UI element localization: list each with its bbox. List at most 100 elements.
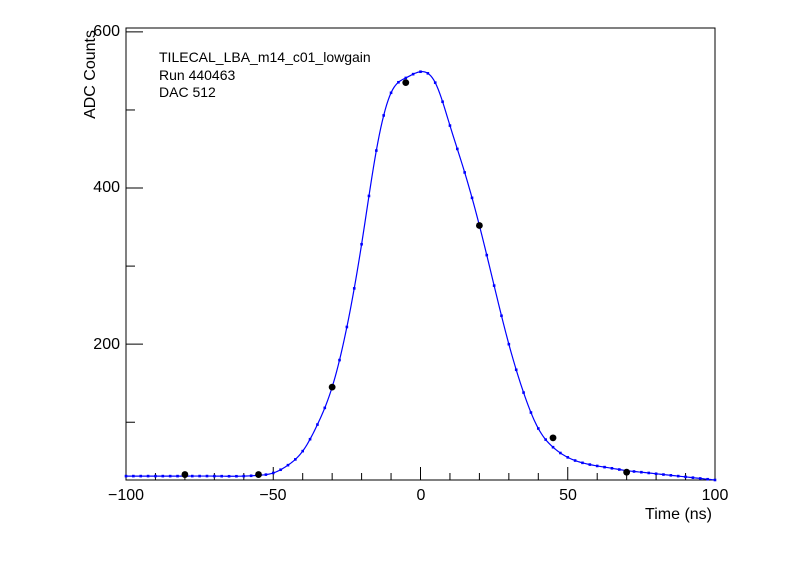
fit-curve-marker: [227, 474, 231, 478]
fit-curve-marker: [264, 473, 268, 476]
histogram-name-label: TILECAL_LBA_m14_c01_lowgain: [159, 49, 371, 65]
fit-curve-marker: [190, 474, 194, 478]
fit-curve-marker: [500, 314, 503, 318]
sample-point: [328, 383, 336, 391]
fit-curve-marker: [375, 149, 378, 152]
fit-curve-marker: [198, 474, 201, 478]
fit-curve-marker: [168, 474, 172, 478]
fit-curve-marker: [139, 474, 143, 478]
x-tick-label: −50: [259, 487, 286, 504]
fit-curve-marker: [389, 91, 393, 95]
fit-curve-marker: [220, 474, 224, 478]
fit-curve-marker: [419, 70, 422, 74]
fit-curve-marker: [713, 478, 717, 482]
fit-curve-marker: [441, 100, 444, 104]
fit-curve-marker: [647, 471, 651, 475]
fit-curve-marker: [492, 284, 496, 287]
fit-curve-marker: [662, 473, 665, 476]
fit-curve-marker: [154, 474, 157, 478]
fit-curve-marker: [404, 76, 408, 80]
fit-curve-marker: [249, 474, 253, 478]
fit-curve-marker: [205, 474, 209, 478]
y-tick-label: 400: [93, 179, 120, 196]
x-axis-title: Time (ns): [645, 506, 712, 523]
fit-curve-marker: [470, 196, 474, 200]
fit-curve-marker: [242, 474, 246, 478]
sample-point: [549, 434, 557, 442]
fit-curve-marker: [581, 461, 584, 465]
sample-point: [476, 222, 483, 229]
fit-curve-marker: [433, 81, 437, 84]
fit-curve-marker: [588, 463, 592, 466]
fit-curve-marker: [397, 80, 400, 84]
series-layer: [124, 70, 717, 482]
fit-curve-marker: [294, 458, 297, 461]
fit-curve-marker: [654, 472, 658, 476]
fit-curve-marker: [529, 411, 533, 414]
fit-curve-marker: [338, 358, 341, 362]
fit-curve-marker: [323, 406, 327, 410]
fit-curve-marker: [559, 451, 562, 455]
fit-curve-marker: [367, 194, 371, 198]
fit-curve-marker: [301, 449, 304, 453]
x-tick-label: 50: [559, 487, 577, 504]
fit-curve-marker: [279, 468, 282, 472]
y-tick-label: 600: [93, 23, 120, 40]
fit-curve-marker: [316, 423, 319, 426]
sample-point: [623, 468, 631, 476]
fit-curve-marker: [573, 459, 577, 462]
fit-curve-marker: [352, 287, 356, 290]
fit-curve-marker: [308, 437, 312, 441]
fit-curve-marker: [544, 438, 547, 441]
fit-curve-marker: [213, 474, 216, 478]
y-tick-label: 200: [93, 336, 120, 353]
fit-curve-marker: [176, 474, 179, 478]
fit-curve-line: [126, 71, 716, 481]
fit-curve-marker: [514, 368, 518, 372]
fit-curve-marker: [691, 476, 695, 479]
fit-curve-marker: [537, 427, 540, 430]
fit-curve-marker: [146, 474, 150, 478]
fit-curve-marker: [448, 124, 452, 127]
fit-curve-marker: [617, 468, 621, 471]
fit-curve-marker: [640, 470, 643, 474]
fit-curve-marker: [132, 474, 135, 478]
fit-curve-marker: [551, 445, 555, 449]
fit-curve-marker: [698, 477, 702, 480]
fit-curve-marker: [706, 477, 709, 481]
fit-curve-marker: [632, 470, 636, 473]
fit-curve-marker: [522, 391, 525, 394]
x-tick-label: 100: [702, 487, 729, 504]
tick-labels: −100 −50 0 50 100 200 400 600: [93, 23, 728, 504]
fit-curve-marker: [286, 463, 290, 467]
fit-curve-marker: [271, 471, 275, 475]
fit-curve-marker: [669, 474, 673, 477]
fit-curve-marker: [360, 242, 363, 246]
fit-curve-marker: [235, 474, 238, 478]
dac-value-label: DAC 512: [159, 84, 216, 100]
sample-point: [402, 79, 410, 87]
fit-curve-marker: [684, 475, 687, 479]
sample-point: [181, 471, 189, 478]
fit-curve-marker: [595, 464, 599, 468]
fit-curve-marker: [345, 325, 349, 329]
fit-curve-marker: [566, 456, 570, 459]
fit-curve-marker: [463, 171, 466, 174]
fit-curve-marker: [124, 474, 128, 478]
fit-curve-marker: [676, 474, 680, 478]
fit-curve-marker: [456, 147, 459, 151]
x-tick-label: −100: [108, 487, 144, 504]
run-number-label: Run 440463: [159, 67, 236, 83]
fit-curve-marker: [610, 466, 614, 470]
sample-point: [255, 471, 262, 478]
fit-curve-marker: [485, 253, 489, 257]
fit-curve-marker: [426, 72, 430, 75]
fit-curve-marker: [507, 342, 511, 346]
fit-curve-marker: [603, 465, 606, 469]
fit-curve-marker: [411, 72, 415, 76]
axis-ticks: [125, 31, 716, 480]
fit-curve-marker: [382, 114, 385, 117]
y-axis-title: ADC Counts: [82, 30, 99, 119]
fit-curve-marker: [161, 474, 165, 478]
